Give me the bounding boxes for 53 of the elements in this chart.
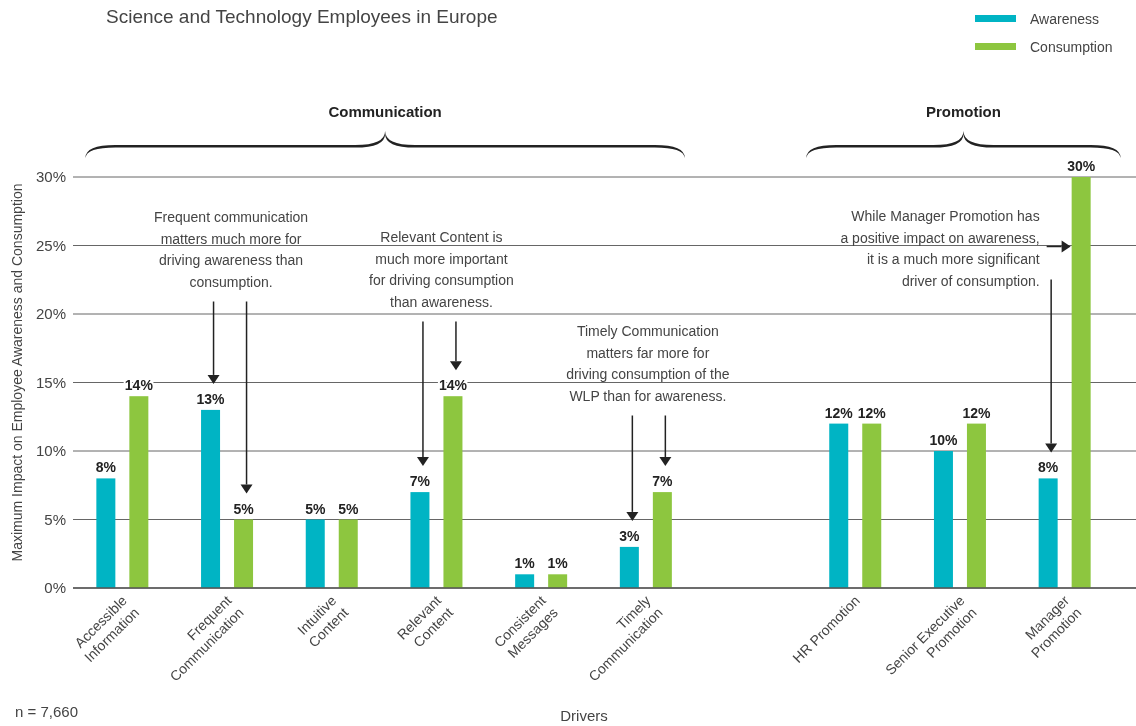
bar: [305, 519, 325, 588]
y-tick-label: 10%: [35, 442, 66, 460]
bar: [619, 546, 639, 588]
bar: [548, 574, 568, 588]
data-label: 5%: [338, 500, 359, 517]
y-tick-label: 0%: [44, 579, 66, 597]
data-label: 12%: [962, 404, 992, 421]
bar: [410, 492, 430, 588]
bar: [1071, 177, 1091, 588]
annotation: While Manager Promotion has a positive impact on awareness, it is a much more significant driver of consumption.: [840, 208, 1040, 289]
bar: [201, 409, 221, 588]
data-label: 1%: [547, 555, 569, 572]
data-label: 5%: [233, 500, 255, 517]
annotation: Relevant Content is much more important for driving consumption than awareness.: [369, 229, 514, 310]
y-tick-label: 5%: [44, 510, 66, 528]
data-label: 7%: [409, 473, 431, 490]
text: Promotion: [925, 103, 1001, 120]
legend-label: Awareness: [1030, 10, 1100, 27]
y-tick-label: 15%: [35, 373, 66, 391]
data-label: 12%: [824, 404, 854, 421]
chart-title: Science and Technology Employees in Europe: [106, 6, 498, 27]
bar: [338, 519, 358, 588]
y-tick-label: 25%: [35, 236, 66, 254]
y-axis-title: Maximum Impact on Employee Awareness and Consumption: [9, 183, 25, 562]
data-label: 13%: [196, 390, 226, 407]
bar: [234, 519, 254, 588]
bar: [443, 396, 463, 588]
data-label: 3%: [619, 527, 641, 544]
x-axis-title: Drivers: [560, 707, 608, 724]
bar: [862, 423, 882, 588]
annotation: Frequent communication matters much more for driving awareness than consumption.: [154, 209, 309, 290]
annotation: Timely Communication matters far more for driving consumption of the WLP than for awareness.: [566, 323, 730, 404]
text: n = 7,660: [15, 703, 78, 720]
text: Communication: [328, 103, 442, 120]
data-label: 5%: [305, 500, 326, 517]
bar: [829, 423, 849, 588]
y-tick-label: 20%: [35, 305, 66, 323]
data-label: 7%: [652, 473, 674, 490]
bar: [129, 396, 149, 588]
legend-label: Consumption: [1030, 38, 1113, 55]
data-label: 8%: [1038, 459, 1059, 476]
data-label: 10%: [929, 432, 959, 448]
bar: [652, 492, 672, 588]
bar: [933, 451, 953, 588]
bar: [96, 478, 116, 588]
bar: [966, 423, 986, 588]
y-tick-label: 30%: [35, 168, 66, 186]
data-label: 12%: [857, 404, 887, 421]
data-label: 30%: [1067, 158, 1096, 174]
data-label: 8%: [95, 459, 117, 476]
bar: [1038, 478, 1058, 588]
data-label: 1%: [514, 555, 536, 572]
bar: [515, 574, 535, 588]
